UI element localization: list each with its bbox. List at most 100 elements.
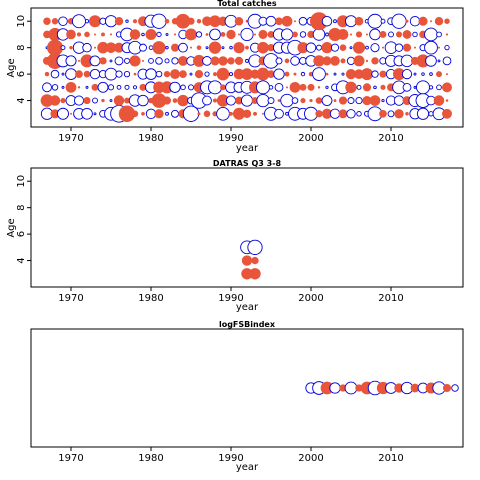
bubble-positive (294, 20, 296, 23)
bubble-positive (393, 68, 405, 81)
bubble-positive (162, 96, 172, 105)
bubble-positive (362, 95, 372, 106)
bubble-negative (391, 13, 407, 29)
plot-frame (30, 328, 464, 448)
bubble-positive (139, 83, 147, 91)
bubble-positive (70, 112, 72, 115)
bubble-negative (229, 45, 233, 50)
bubble-positive (257, 41, 269, 54)
bubble-negative (267, 97, 275, 105)
bubble-negative (124, 84, 130, 90)
x-tick-label: 2010 (378, 133, 403, 144)
bubble-negative (381, 98, 385, 103)
bubble-positive (94, 33, 96, 36)
bubble-positive (66, 29, 76, 40)
bubble-positive (44, 71, 50, 77)
bubble-positive (203, 110, 211, 118)
bubble-negative (371, 70, 379, 78)
bubble-positive (320, 381, 334, 395)
bubble-positive (275, 17, 283, 26)
bubble-positive (442, 383, 452, 393)
bubble-positive (154, 109, 164, 119)
bubble-positive (325, 72, 329, 76)
bubble-positive (339, 44, 347, 51)
bubble-negative (275, 57, 283, 65)
bubble-negative (107, 84, 115, 91)
bubble-negative (429, 72, 433, 76)
bubble-negative (355, 96, 363, 105)
bubble-negative (240, 94, 254, 107)
bubble-positive (43, 17, 51, 25)
bubble-positive (354, 69, 364, 80)
bubble-negative (165, 45, 169, 50)
bubble-positive (241, 268, 253, 280)
bubble-positive (339, 384, 347, 392)
bubble-negative (305, 42, 317, 53)
bubble-negative (416, 107, 430, 120)
y-axis: 4 6 8 10 (16, 15, 31, 104)
bubble-positive (442, 108, 452, 119)
bubble-negative (274, 82, 284, 92)
x-axis: 1970 1980 1990 2000 2010 (58, 287, 404, 304)
bubble-negative (373, 85, 377, 90)
bubble-negative (274, 108, 284, 119)
bubble-negative (298, 16, 308, 26)
bubble-positive (353, 55, 365, 67)
bubble-positive (160, 81, 174, 94)
bubble-positive (178, 55, 188, 66)
bubble-negative (155, 70, 163, 78)
bubble-positive (209, 15, 221, 28)
bubble-positive (402, 30, 412, 39)
bubble-positive (163, 70, 171, 78)
bubble-positive (315, 110, 323, 118)
bubble-positive (131, 110, 139, 118)
bubble-positive (292, 31, 298, 38)
bubble-negative (401, 69, 413, 80)
bubble-positive (262, 112, 264, 115)
bubble-negative (85, 85, 89, 89)
bubble-positive (118, 105, 136, 122)
bubble-positive (330, 56, 340, 66)
bubble-positive (109, 33, 113, 36)
bubble-positive (369, 95, 381, 106)
bubble-positive (173, 33, 177, 36)
bubble-positive (284, 58, 290, 64)
bubble-negative (89, 55, 101, 67)
plot-frame (30, 7, 464, 128)
bubble-negative (145, 68, 157, 80)
bubble-negative (141, 32, 145, 37)
bubble-positive (216, 67, 230, 81)
bubble-negative (97, 81, 109, 93)
bubble-positive (402, 43, 412, 52)
bubble-layer (240, 239, 263, 280)
bubble-negative (81, 107, 93, 120)
panel-logfsbindex: logFSBindex 1970 1980 1990 2000 2010 year (30, 320, 464, 473)
bubble-positive (338, 96, 348, 105)
bubble-positive (362, 83, 372, 92)
bubble-negative (73, 95, 85, 106)
x-tick-label: 2000 (298, 453, 323, 464)
bubble-negative (204, 71, 210, 77)
bubble-negative (356, 111, 362, 117)
bubble-positive (49, 95, 61, 106)
bubble-positive (202, 16, 212, 27)
bubble-positive (410, 383, 420, 393)
bubble-positive (414, 46, 416, 49)
bubble-positive (299, 83, 307, 91)
bubble-positive (379, 109, 387, 118)
bubble-positive (355, 31, 363, 38)
bubble-negative (347, 97, 355, 105)
bubble-positive (321, 42, 333, 54)
bubble-negative (148, 45, 154, 50)
bubble-positive (307, 30, 315, 39)
bubble-negative (125, 19, 129, 23)
bubble-negative (58, 16, 68, 26)
bubble-negative (221, 46, 225, 50)
bubble-positive (277, 99, 281, 102)
bubble-negative (84, 19, 90, 24)
bubble-negative (424, 27, 438, 42)
bubble-negative (202, 56, 212, 66)
y-axis-label: Age (6, 218, 17, 237)
bubble-negative (189, 72, 193, 76)
bubble-negative (341, 72, 345, 76)
